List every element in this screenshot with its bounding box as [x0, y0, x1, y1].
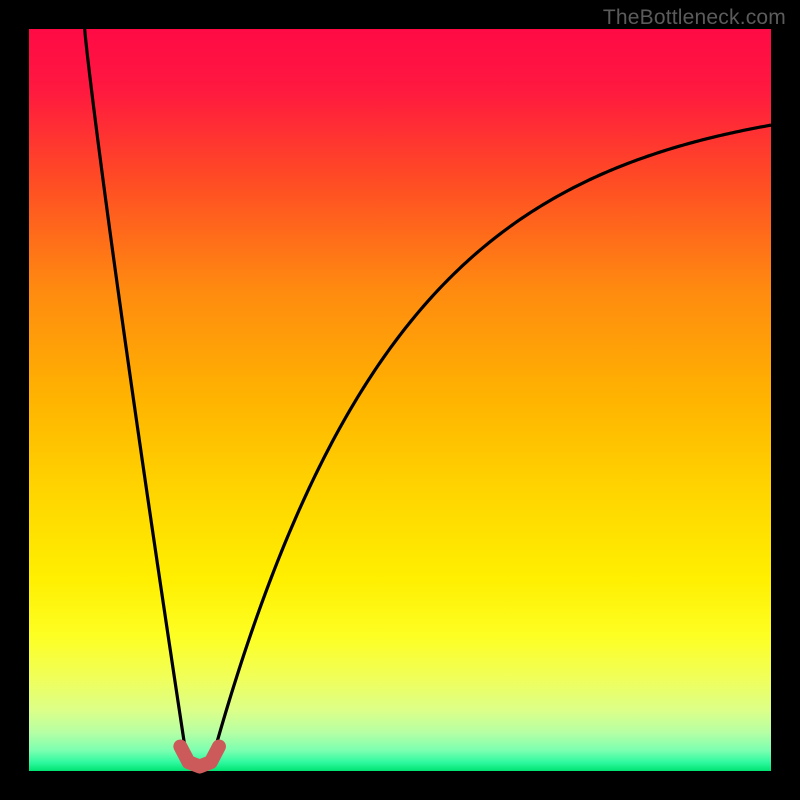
- curve-right: [213, 125, 771, 756]
- chart-stage: TheBottleneck.com: [0, 0, 800, 800]
- watermark-text: TheBottleneck.com: [603, 6, 786, 30]
- plot-svg: [29, 29, 771, 771]
- curve-left: [85, 29, 187, 756]
- plot-area: [29, 29, 771, 771]
- minimum-marker: [180, 747, 219, 767]
